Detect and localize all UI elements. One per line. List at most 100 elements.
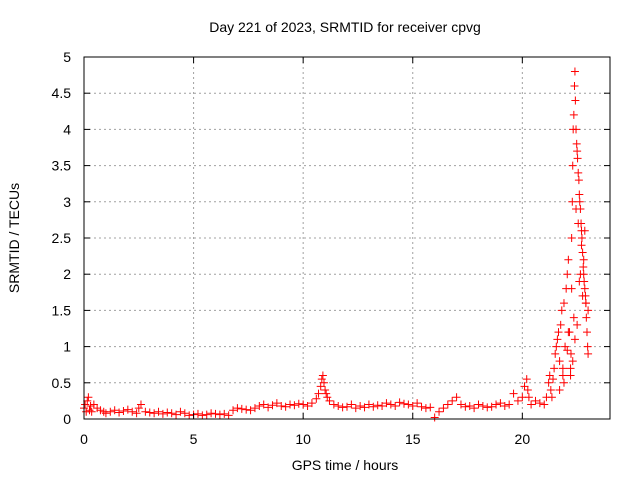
data-point: [570, 335, 579, 344]
data-point: [128, 407, 137, 416]
data-point: [343, 402, 351, 411]
data-point: [456, 400, 465, 409]
data-point: [555, 386, 564, 395]
data-point: [211, 409, 220, 418]
data-point: [566, 349, 575, 358]
data-point: [561, 342, 570, 351]
data-point: [553, 335, 562, 344]
data-point: [180, 409, 189, 418]
data-point: [132, 409, 141, 418]
data-point: [237, 404, 246, 413]
data-point: [426, 403, 435, 412]
x-axis-label: GPS time / hours: [292, 457, 399, 473]
data-point: [314, 389, 323, 398]
data-point: [323, 393, 332, 402]
data-point: [547, 393, 556, 402]
data-point: [86, 401, 95, 410]
data-point: [564, 255, 573, 264]
data-point: [87, 407, 96, 416]
data-point: [158, 409, 167, 418]
data-point: [579, 255, 588, 264]
data-point: [408, 401, 417, 410]
chart-title: Day 221 of 2023, SRMTID for receiver cpv…: [209, 19, 481, 35]
data-point: [531, 396, 540, 405]
data-point: [567, 284, 576, 293]
data-point: [496, 399, 505, 408]
data-point: [220, 409, 229, 418]
data-point: [568, 161, 577, 170]
data-point: [575, 197, 584, 206]
data-point: [572, 139, 581, 148]
data-point: [312, 394, 321, 403]
x-tick-label: 5: [190, 431, 198, 447]
data-point: [356, 401, 365, 410]
data-point: [579, 262, 588, 271]
data-point: [570, 81, 579, 90]
y-tick-label: 1.5: [52, 302, 72, 318]
data-point: [347, 400, 356, 409]
data-point: [576, 270, 585, 279]
data-point: [582, 313, 591, 322]
data-point: [224, 411, 233, 420]
data-point: [430, 413, 439, 422]
data-point: [167, 409, 176, 418]
y-tick-label: 4.5: [52, 85, 72, 101]
data-point: [578, 291, 587, 300]
data-point: [163, 408, 172, 417]
data-point: [570, 67, 579, 76]
data-point: [89, 400, 98, 409]
y-tick-label: 0: [63, 411, 71, 427]
data-point: [584, 349, 593, 358]
y-tick-label: 2.5: [52, 230, 72, 246]
x-tick-label: 0: [80, 431, 88, 447]
data-point: [483, 403, 492, 412]
data-point: [568, 197, 577, 206]
data-point: [106, 407, 115, 416]
data-point: [581, 299, 590, 308]
data-point: [404, 400, 413, 409]
data-point: [83, 396, 92, 405]
data-point: [555, 357, 564, 366]
data-point: [417, 402, 426, 411]
data-point: [96, 406, 105, 415]
data-point: [577, 234, 586, 242]
data-point: [281, 402, 290, 411]
data-point: [277, 401, 286, 410]
data-point: [563, 270, 572, 279]
data-point: [509, 389, 518, 398]
data-point: [583, 342, 592, 351]
data-point: [500, 401, 509, 410]
data-point: [255, 401, 264, 410]
data-point: [574, 176, 583, 185]
data-point: [250, 404, 259, 413]
axis-ticks: 0 0.5 1 1.5 2 2.5 3 3.5 4 4.5 5 0 5 10 15 20: [52, 49, 610, 447]
data-point: [378, 401, 387, 410]
y-tick-label: 2: [63, 266, 71, 282]
data-point: [176, 407, 185, 416]
grid-lines: [84, 57, 610, 419]
data-point: [329, 400, 338, 409]
data-point: [145, 408, 154, 417]
data-points: [80, 67, 593, 422]
data-point: [110, 406, 119, 415]
data-point: [545, 371, 554, 380]
data-point: [81, 400, 90, 409]
data-point: [580, 284, 589, 293]
data-point: [487, 402, 496, 411]
data-point: [193, 409, 202, 418]
data-point: [524, 393, 533, 402]
data-point: [321, 386, 330, 395]
y-tick-label: 3: [63, 194, 71, 210]
data-point: [552, 342, 561, 351]
data-point: [535, 399, 544, 408]
data-point: [215, 410, 224, 419]
data-point: [84, 393, 93, 402]
data-point: [202, 410, 211, 419]
data-point: [544, 378, 553, 387]
data-point: [505, 400, 514, 409]
data-point: [550, 364, 559, 373]
data-point: [325, 396, 334, 405]
data-point: [582, 328, 591, 337]
data-point: [246, 406, 255, 415]
